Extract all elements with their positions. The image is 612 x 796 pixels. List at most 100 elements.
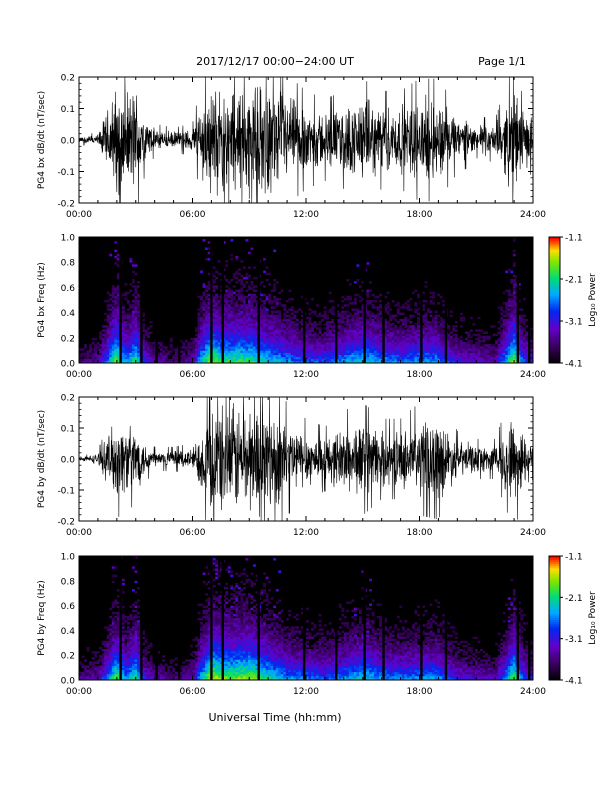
spectrogram-cell	[230, 306, 233, 309]
spectrogram-cell	[344, 311, 347, 314]
spectrogram-cell	[238, 269, 241, 272]
spectrogram-cell	[339, 313, 342, 316]
spectrogram-cell	[114, 262, 117, 265]
spectrogram-cell	[508, 298, 511, 301]
spectrogram-cell	[437, 302, 440, 305]
spectrogram-cell	[283, 313, 286, 316]
spectrogram-cell	[462, 342, 465, 345]
spectrogram-cell	[137, 281, 140, 284]
spectrogram-cell	[508, 313, 511, 316]
spectrogram-cell	[112, 304, 115, 307]
y-tick-label: -0.1	[57, 168, 75, 178]
spectrogram-cell	[97, 651, 100, 653]
spectrogram-cell	[84, 659, 87, 661]
spectrogram-cell	[109, 298, 112, 301]
spectrogram-cell	[488, 344, 491, 347]
spectrogram-cell	[412, 315, 415, 318]
spectrogram-cell	[114, 296, 117, 299]
y-tick-label: 0.8	[61, 259, 76, 269]
spectrogram-cell	[273, 279, 276, 282]
spectrogram-cell	[205, 248, 208, 251]
spectrogram-cell	[430, 311, 433, 314]
spectrogram-cell	[372, 294, 375, 297]
spectrogram-cell	[412, 292, 415, 295]
spectrogram-cell	[276, 311, 279, 314]
spectrogram-cell	[465, 338, 468, 341]
spectrogram-cell	[326, 315, 329, 318]
spectrogram-cell	[225, 264, 228, 267]
spectrogram-cell	[283, 304, 286, 307]
spectrogram-cell	[379, 304, 382, 307]
spectrogram-cell	[372, 313, 375, 316]
spectrogram-cell	[102, 338, 105, 341]
spectrogram-cell	[268, 283, 271, 286]
spectrogram-cell	[291, 321, 294, 324]
spectrogram-cell	[437, 315, 440, 318]
spectrogram-cell	[485, 344, 488, 347]
spectrogram-cell	[114, 612, 117, 614]
spectrogram-cell	[87, 647, 90, 649]
spectrogram-cell	[132, 271, 135, 274]
spectrogram-cell	[425, 285, 428, 288]
spectrogram-cell	[92, 661, 95, 663]
spectrogram-cell	[134, 285, 137, 288]
spectrogram-cell	[213, 266, 216, 269]
spectrogram-cell	[298, 308, 301, 311]
spectrogram-cell	[319, 313, 322, 316]
spectrogram-cell	[377, 296, 380, 299]
spectrogram-cell	[298, 321, 301, 324]
spectrogram-cell	[112, 575, 115, 577]
spectrogram-cell	[230, 254, 233, 256]
spectrogram-cell	[203, 300, 206, 303]
spectrogram-cell	[311, 323, 314, 326]
spectrogram-cell	[510, 298, 513, 301]
spectrogram-cell	[447, 334, 450, 337]
spectrogram-cell	[117, 612, 120, 614]
spectrogram-cell	[470, 336, 473, 339]
spectrogram-cell	[114, 620, 117, 622]
spectrogram-cell	[372, 319, 375, 322]
spectrogram-cell	[319, 336, 322, 339]
spectrogram-cell	[493, 334, 496, 337]
spectrogram-cell	[500, 329, 503, 332]
spectrogram-cell	[240, 260, 243, 263]
spectrogram-cell	[208, 298, 211, 301]
spectrogram-cell	[132, 300, 135, 303]
spectrogram-cell	[321, 319, 324, 322]
spectrogram-cell	[89, 344, 92, 347]
spectrogram-cell	[291, 298, 294, 301]
spectrogram-cell	[298, 329, 301, 332]
spectrogram-cell	[165, 353, 168, 356]
spectrogram-cell	[185, 346, 188, 349]
spectrogram-cell	[475, 329, 478, 332]
spectrogram-cell	[129, 258, 132, 261]
spectrogram-cell	[392, 300, 395, 303]
spectrogram-cell	[89, 355, 92, 358]
spectrogram-cell	[228, 287, 231, 290]
spectrogram-cell	[389, 308, 392, 311]
spectrogram-cell	[498, 338, 501, 341]
spectrogram-cell	[510, 271, 513, 274]
spectrogram-cell	[245, 296, 248, 299]
spectrogram-cell	[107, 641, 110, 643]
spectrogram-cell	[195, 334, 198, 337]
spectrogram-cell	[329, 292, 332, 295]
spectrogram-cell	[465, 342, 468, 345]
spectrogram-cell	[414, 302, 417, 305]
spectrogram-cell	[114, 287, 117, 290]
spectrogram-cell	[134, 296, 137, 299]
spectrogram-cell	[253, 266, 256, 269]
spectrogram-cell	[503, 292, 506, 295]
spectrogram-cell	[198, 313, 201, 316]
spectrogram-cell	[425, 281, 428, 284]
spectrogram-cell	[483, 332, 486, 335]
spectrogram-cell	[513, 254, 516, 256]
spectrogram-cell	[233, 292, 236, 295]
spectrogram-cell	[319, 327, 322, 330]
spectrogram-cell	[147, 327, 150, 330]
spectrogram-cell	[243, 266, 246, 269]
spectrogram-cell	[117, 264, 120, 267]
spectrogram-cell	[478, 334, 481, 337]
spectrogram-cell	[417, 317, 420, 320]
